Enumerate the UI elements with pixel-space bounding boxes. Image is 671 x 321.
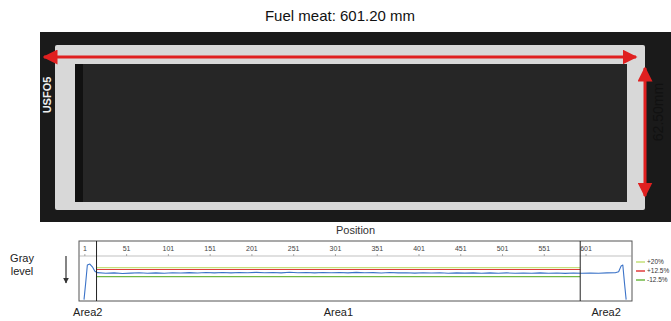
width-label: 62.50mm [650,83,666,141]
image-title: Fuel meat: 601.20 mm [265,7,415,24]
x-tick [377,254,378,256]
fuel-meat-edge [75,64,83,202]
y-label-line: Gray [10,252,34,264]
x-tick-label: 351 [371,245,383,252]
legend-swatch [636,270,645,272]
x-tick [168,254,169,256]
x-tick-label: 451 [455,245,467,252]
plot-frame [79,241,632,301]
legend-label: -12.5% [647,276,668,283]
x-tick-label: 401 [413,245,425,252]
x-tick [502,254,503,256]
x-tick [84,254,85,256]
plate [55,45,645,210]
area-boundary [96,241,97,301]
x-tick [126,254,127,256]
area-boundary [580,241,581,301]
x-tick-label: 251 [288,245,300,252]
x-tick-label: 51 [123,245,131,252]
threshold-line [97,269,581,270]
x-tick-label: 151 [204,245,216,252]
x-tick [544,254,545,256]
chart-title: Position [336,224,375,236]
x-tick [418,254,419,256]
x-tick-label: 1 [83,245,87,252]
threshold-line [97,276,581,277]
length-arrow [44,56,636,59]
y-arrow [65,256,66,283]
image-frame [40,32,671,222]
x-tick-label: 301 [330,245,342,252]
x-tick [335,254,336,256]
y-label-line: level [11,265,34,277]
header-separator [79,256,632,257]
fuel-meat [75,64,627,202]
area-label: Area2 [591,306,620,318]
plot-area [84,264,626,300]
x-tick [251,254,252,256]
legend-label: +20% [647,258,664,265]
legend-label: +12.5% [647,267,669,274]
y-label: Graylevel [10,252,34,277]
width-arrow [644,68,647,196]
x-tick-label: 101 [163,245,175,252]
legend-swatch [636,261,645,263]
x-tick [586,254,587,256]
x-tick-label: 551 [538,245,550,252]
threshold-line [97,267,581,268]
area-label: Area1 [324,306,353,318]
legend-swatch [636,279,645,281]
x-tick-label: 501 [497,245,509,252]
x-tick [210,254,211,256]
x-tick-label: 201 [246,245,258,252]
x-tick-label: 601 [580,245,592,252]
x-tick [460,254,461,256]
area-label: Area2 [73,306,102,318]
gray-level-line [84,264,626,300]
plate-id: USFO5 [41,77,53,114]
page: Fuel meat: 601.20 mm USFO5 62.50mm Position… [0,0,671,321]
x-tick [293,254,294,256]
